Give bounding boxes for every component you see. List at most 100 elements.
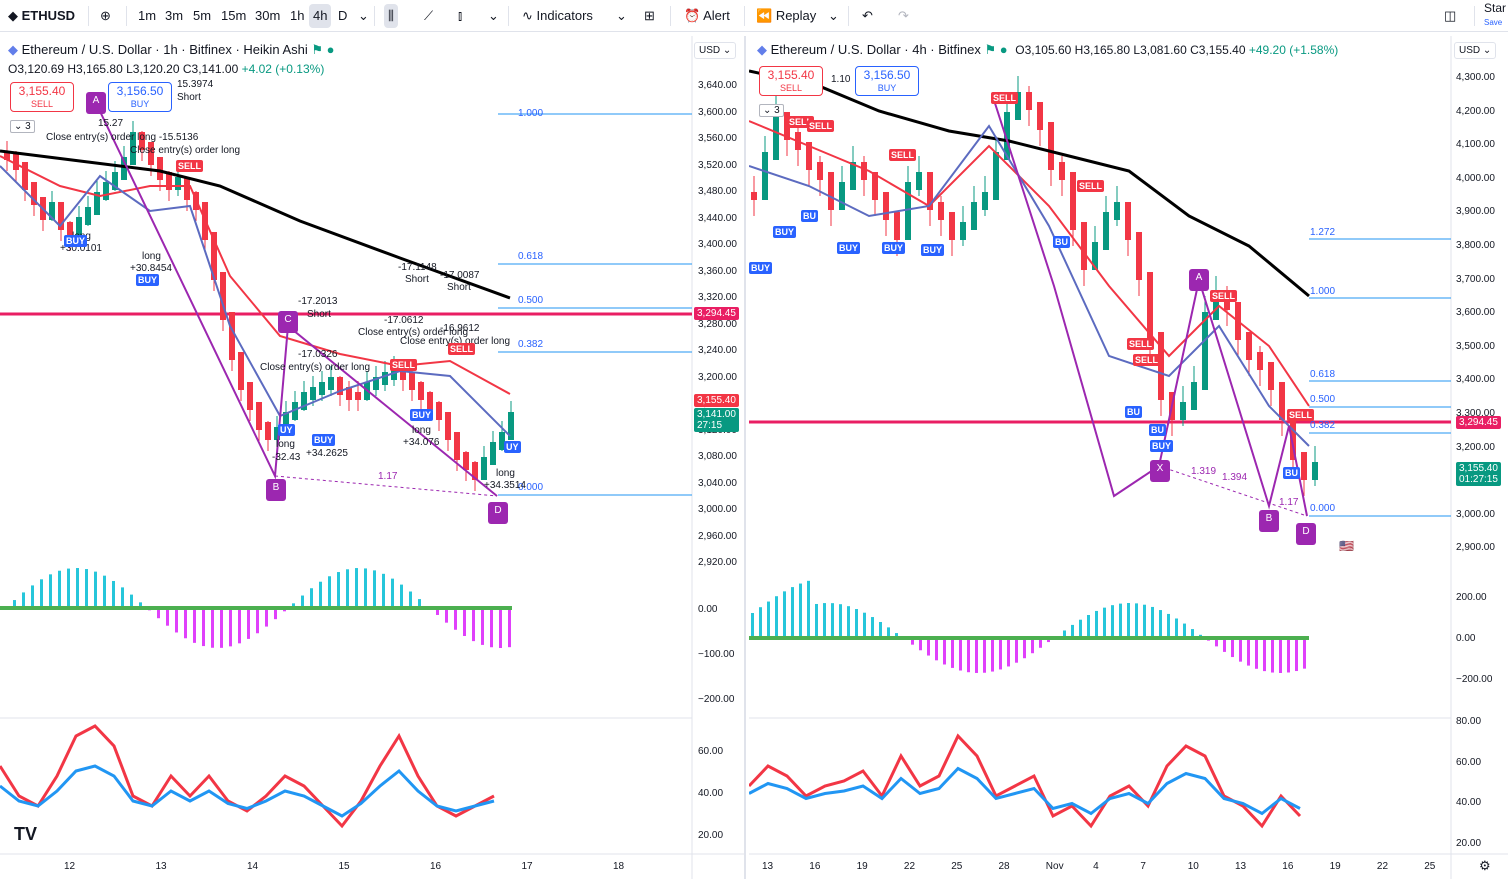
oscillator-bar xyxy=(935,638,938,661)
settings-gear-icon[interactable]: ⚙ xyxy=(1479,858,1491,873)
replay-dropdown[interactable]: ⌄ xyxy=(824,4,843,28)
compare-add-button[interactable]: ⊕ xyxy=(96,4,115,28)
interval-3m[interactable]: 3m xyxy=(165,8,184,23)
candle xyxy=(1103,212,1109,250)
start-button[interactable]: Star Save xyxy=(1484,1,1507,28)
candle xyxy=(1191,382,1197,410)
chart-type-candles-button[interactable]: ⫼ xyxy=(384,4,398,28)
candle xyxy=(960,222,966,240)
chart-type-dropdown[interactable]: ⌄ xyxy=(484,4,503,28)
fib-0382: 0.382 xyxy=(518,339,544,350)
interval-d[interactable]: D xyxy=(338,8,348,23)
interval-1h[interactable]: 1h xyxy=(290,8,305,23)
chart-pane-right[interactable]: ◆ Ethereum / U.S. Dollar · 4h · Bitfinex… xyxy=(749,36,1508,879)
sell-price-button[interactable]: 3,155.40 SELL xyxy=(10,82,74,112)
redo-icon: ↷ xyxy=(898,8,909,23)
time-label: 15 xyxy=(338,861,350,872)
oscillator-bar xyxy=(400,584,403,608)
axis-label: 3,240.00 xyxy=(698,345,737,356)
sell-signal: SELL xyxy=(1287,409,1315,421)
candle xyxy=(247,382,253,410)
fib-0618: 0.618 xyxy=(1310,369,1336,380)
candle xyxy=(310,387,316,400)
alert-button[interactable]: ⏰ Alert xyxy=(680,4,734,28)
trade-note: Short xyxy=(405,274,429,285)
oscillator-bar xyxy=(247,608,250,639)
oscillator-bar xyxy=(1175,618,1178,638)
buy-signal: BUY xyxy=(312,434,336,446)
chevron-down-icon: ⌄ xyxy=(358,8,369,23)
time-label: 25 xyxy=(951,861,963,872)
redo-button[interactable]: ↷ xyxy=(894,4,913,28)
oscillator-bar xyxy=(967,638,970,673)
interval-15m[interactable]: 15m xyxy=(221,8,247,23)
rsi-slow-line xyxy=(0,764,495,818)
layout-toggle-button[interactable]: ◫ xyxy=(1440,4,1460,28)
oscillator-bar xyxy=(373,570,376,608)
chart-pane-left[interactable]: ◆ Ethereum / U.S. Dollar · 1h · Bitfinex… xyxy=(0,36,746,879)
oscillator-bar xyxy=(959,638,962,671)
interval-30m[interactable]: 30m xyxy=(255,8,281,23)
chart-canvas-left[interactable] xyxy=(0,36,746,879)
indicators-button[interactable]: ∿ Indicators xyxy=(518,4,597,28)
chart-type-bars-button[interactable]: ⫾ xyxy=(454,4,466,28)
candle xyxy=(1015,92,1021,120)
axis-label: 3,300.00 xyxy=(1456,408,1495,419)
grid-icon: ⊞ xyxy=(644,8,655,23)
oscillator-bar xyxy=(157,608,160,619)
buy-price-button[interactable]: 3,156.50 BUY xyxy=(855,66,919,96)
symbol-search[interactable]: ◆ ETHUSD xyxy=(8,4,75,28)
candle xyxy=(445,412,451,440)
interval-5m[interactable]: 5m xyxy=(193,8,212,23)
interval-dropdown[interactable]: ⌄ xyxy=(354,4,373,28)
currency-selector[interactable]: USD ⌄ xyxy=(694,42,737,59)
indicator-counter[interactable]: ⌄ 3 xyxy=(10,120,35,133)
trade-note: +34.2625 xyxy=(306,448,348,459)
last-price-label: 3,155.40 xyxy=(694,394,739,407)
time-label: 14 xyxy=(247,861,259,872)
layouts-button[interactable]: ⊞ xyxy=(640,4,659,28)
sell-signal: SELL xyxy=(991,92,1019,104)
time-label: 19 xyxy=(856,861,868,872)
sell-price-button[interactable]: 3,155.40 SELL xyxy=(759,66,823,96)
sell-signal: SELL xyxy=(807,120,835,132)
chart-canvas-right[interactable] xyxy=(749,36,1508,879)
candle xyxy=(283,412,289,435)
flag-events-icon[interactable]: 🇺🇸 xyxy=(1339,539,1354,553)
buy-signal: BUY xyxy=(921,244,945,256)
close-price-label: 3,141.00 27:15 xyxy=(694,408,739,432)
sell-signal: SELL xyxy=(176,160,204,172)
undo-button[interactable]: ↶ xyxy=(858,4,877,28)
interval-4h[interactable]: 4h xyxy=(309,4,332,28)
oscillator-bar xyxy=(508,608,511,648)
candle xyxy=(1081,222,1087,270)
currency-selector[interactable]: USD ⌄ xyxy=(1454,42,1497,59)
interval-1m[interactable]: 1m xyxy=(138,8,157,23)
indicator-counter[interactable]: ⌄ 3 xyxy=(759,104,784,117)
pattern-point-x: X xyxy=(1150,460,1170,482)
indicators-dropdown[interactable]: ⌄ xyxy=(612,4,631,28)
trade-note: -17.2013 xyxy=(298,296,338,307)
buy-price-button[interactable]: 3,156.50 BUY xyxy=(108,82,172,112)
divider xyxy=(848,6,849,26)
trade-note: -32.43 xyxy=(272,452,301,463)
axis-label: 40.00 xyxy=(698,788,724,799)
candle xyxy=(454,432,460,460)
oscillator-bar xyxy=(1191,629,1194,638)
flag-icon[interactable]: ⚑ xyxy=(984,42,997,57)
ema-slow xyxy=(0,165,511,437)
chart-type-line-button[interactable]: ⟋ xyxy=(420,4,437,28)
buy-signal: UY xyxy=(278,424,295,436)
tradingview-logo[interactable]: TV xyxy=(14,824,38,844)
replay-button[interactable]: ⏪ Replay xyxy=(752,4,820,28)
candle xyxy=(49,202,55,220)
dot-icon: ● xyxy=(326,42,335,57)
flag-icon[interactable]: ⚑ xyxy=(311,42,324,57)
xabcd-pattern xyxy=(991,93,1308,517)
candle xyxy=(400,367,406,380)
oscillator-bar xyxy=(490,608,493,648)
candle xyxy=(346,387,352,400)
candle xyxy=(418,382,424,400)
time-label: Nov xyxy=(1045,861,1064,872)
oscillator-bar xyxy=(1151,606,1154,638)
